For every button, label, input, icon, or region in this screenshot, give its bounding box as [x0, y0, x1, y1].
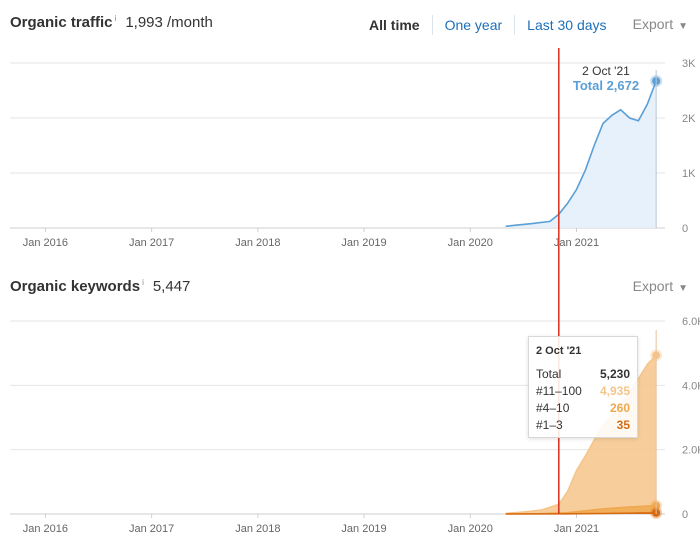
keywords-x-tick-label: Jan 2019	[341, 523, 386, 535]
keywords-y-tick-label: 4.0K	[682, 380, 700, 392]
keywords-y-tick-label: 0	[682, 509, 688, 521]
tooltip-row-1-3: #1–3 35	[536, 418, 630, 432]
traffic-chart: 0 1K 2K 3K Jan 2016 Jan 2017 Jan 2018 Jan 2019 J…	[10, 58, 696, 249]
range-one-year[interactable]: One year	[433, 15, 516, 35]
tooltip-row-11-100: #11–100 4,935	[536, 384, 630, 398]
traffic-tooltip: 2 Oct '21 Total 2,672	[558, 64, 654, 93]
traffic-y-tick-label: 0	[682, 223, 688, 235]
tooltip-total: Total 2,672	[572, 78, 640, 93]
traffic-series-area	[505, 81, 657, 228]
traffic-series-line	[505, 80, 657, 228]
keywords-x-tick-label: Jan 2018	[235, 523, 280, 535]
keywords-series-area	[505, 355, 657, 514]
traffic-value: 1,993 /month	[125, 14, 213, 31]
chevron-down-icon: ▼	[678, 21, 688, 32]
time-range-selector: All time One year Last 30 days	[365, 15, 619, 35]
traffic-x-tick-label: Jan 2016	[23, 237, 68, 249]
traffic-export-button[interactable]: Export ▼	[633, 16, 688, 32]
tooltip-date: 2 Oct '21	[582, 64, 630, 78]
keywords-export-button[interactable]: Export ▼	[633, 278, 688, 294]
info-icon[interactable]: i	[114, 14, 117, 23]
tooltip-row-4-10: #4–10 260	[536, 401, 630, 415]
keywords-value: 5,447	[152, 278, 191, 295]
traffic-y-tick-label: 2K	[682, 113, 696, 125]
keywords-tooltip: 2 Oct '21 Total 5,230 #11–100 4,935 #4–1…	[528, 336, 638, 438]
keywords-header: Organic keywords i 5,447	[10, 278, 190, 295]
traffic-x-tick-label: Jan 2021	[554, 237, 599, 249]
range-all-time[interactable]: All time	[365, 15, 433, 35]
traffic-x-tick-label: Jan 2018	[235, 237, 280, 249]
export-label: Export	[632, 16, 674, 32]
keywords-x-tick-label: Jan 2021	[554, 523, 599, 535]
info-icon[interactable]: i	[142, 278, 144, 287]
keywords-x-tick-label: Jan 2020	[448, 523, 493, 535]
chevron-down-icon: ▼	[678, 283, 688, 294]
keywords-x-tick-label: Jan 2016	[23, 523, 68, 535]
keywords-title: Organic keywords	[10, 278, 141, 295]
export-label: Export	[632, 278, 674, 294]
keywords-series-line	[505, 512, 657, 515]
traffic-y-tick-label: 3K	[682, 58, 696, 70]
keywords-x-tick-label: Jan 2017	[129, 523, 174, 535]
tooltip-date: 2 Oct '21	[536, 345, 582, 357]
traffic-title: Organic traffic	[10, 14, 113, 31]
traffic-x-tick-label: Jan 2017	[129, 237, 174, 249]
traffic-y-tick-label: 1K	[682, 168, 696, 180]
tooltip-row-total: Total 5,230	[536, 367, 630, 381]
keywords-series-area	[505, 505, 657, 514]
traffic-header: Organic traffic i 1,993 /month	[10, 14, 213, 31]
keywords-y-tick-label: 6.0K	[682, 316, 700, 328]
keywords-y-tick-label: 2.0K	[682, 445, 700, 457]
traffic-x-tick-label: Jan 2019	[341, 237, 386, 249]
range-last-30-days[interactable]: Last 30 days	[527, 17, 607, 33]
traffic-x-tick-label: Jan 2020	[448, 237, 493, 249]
